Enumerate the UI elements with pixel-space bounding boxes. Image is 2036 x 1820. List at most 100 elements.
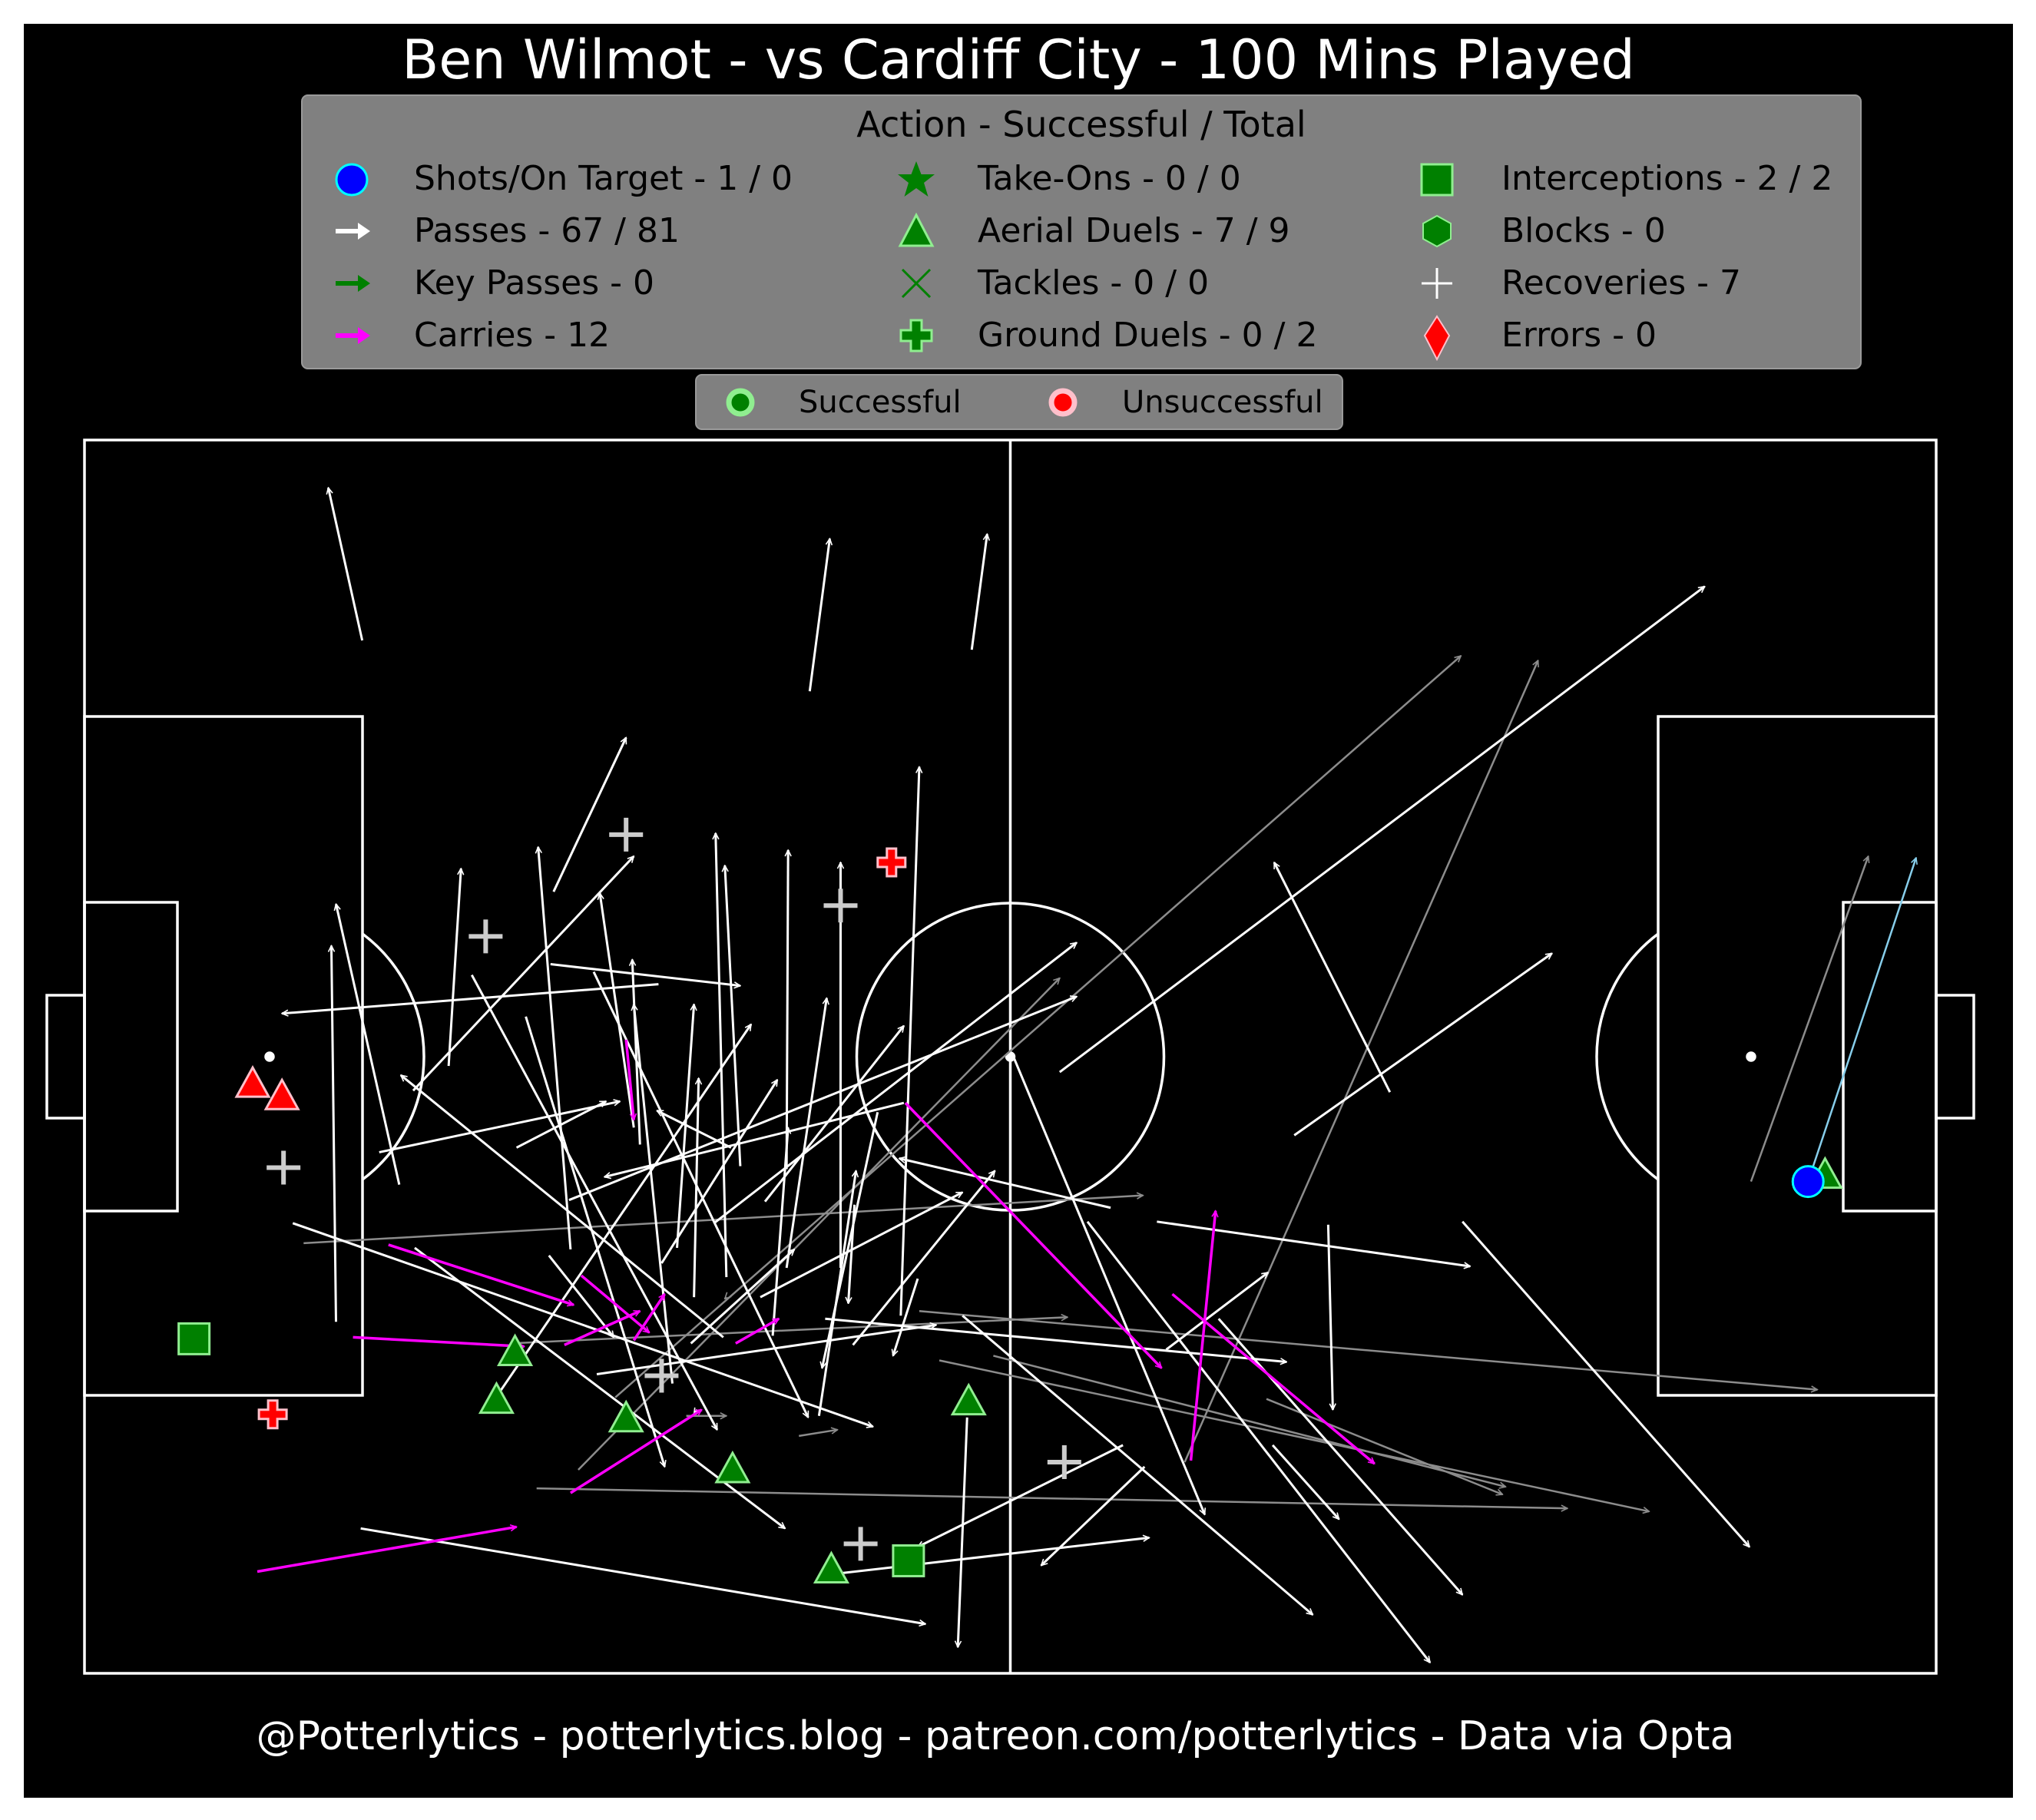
key-pass-arrow-icon (336, 275, 370, 292)
pass-arrow (470, 974, 719, 1430)
legend-box (301, 94, 1862, 369)
pass-arrow (918, 1444, 1124, 1548)
pass-arrow (292, 1222, 872, 1427)
pass-arrow (1041, 1465, 1146, 1565)
left-penalty-spot (264, 1051, 275, 1062)
carry-arrow (735, 1317, 779, 1345)
bold-plus-icon (899, 319, 933, 352)
x-icon (901, 268, 932, 299)
shot-trajectory (1807, 858, 1916, 1183)
legend-label-errors: Errors - 0 (1501, 316, 1657, 355)
chart-title: Ben Wilmot - vs Cardiff City - 100 Mins … (402, 28, 1635, 91)
recovery-marker (468, 919, 503, 954)
shot-marker (1791, 1165, 1825, 1199)
pass-arrow (822, 1111, 879, 1368)
carry-arrow (632, 1294, 666, 1342)
pass-arrow-unsuccessful (1266, 1398, 1502, 1494)
carry-arrow (580, 1274, 649, 1334)
legend-label-aerial-duels: Aerial Duels - 7 / 9 (978, 211, 1290, 250)
legend-label-interceptions: Interceptions - 2 / 2 (1501, 159, 1832, 198)
pass-arrow (550, 963, 740, 986)
recovery-marker (1047, 1444, 1081, 1479)
ground-duel-marker (257, 1399, 288, 1430)
pass-arrow-unsuccessful (939, 1359, 1649, 1511)
legend-label-passes: Passes - 67 / 81 (414, 211, 680, 250)
success-legend-box (695, 374, 1343, 430)
carry-arrow (564, 1309, 640, 1346)
pass-arrow (1058, 585, 1705, 1074)
star-icon (898, 161, 935, 197)
pass-arrow (328, 488, 364, 641)
ground-duel-marker (876, 847, 907, 878)
pass-arrow-unsuccessful (919, 1309, 1817, 1389)
legend-label-successful: Successful (799, 385, 962, 420)
interception-marker (892, 1544, 925, 1577)
carry-arrow (904, 1102, 1163, 1368)
pass-arrow (494, 1024, 753, 1400)
pass-arrow (1326, 1224, 1333, 1410)
pass-arrow (360, 1527, 925, 1623)
recovery-marker (267, 1150, 301, 1185)
pass-arrow (525, 1016, 665, 1467)
pass-arrow (760, 1191, 962, 1299)
right-penalty-arc (1595, 932, 1660, 1181)
aerial-duel-marker (234, 1065, 271, 1098)
legend-label-blocks: Blocks - 0 (1501, 211, 1666, 250)
pass-arrow (713, 941, 1077, 1224)
recovery-marker (609, 817, 644, 852)
pass-arrow (676, 1004, 694, 1249)
triangle-icon (898, 212, 935, 247)
shot-circle-icon (335, 163, 369, 197)
pass-arrow (282, 983, 659, 1014)
pass-arrow-unsuccessful (799, 1430, 837, 1438)
legend-label-carries: Carries - 12 (414, 316, 610, 355)
pass-arrow (786, 850, 788, 1170)
aerial-duel-marker (478, 1381, 515, 1415)
aerial-duel-marker (950, 1382, 987, 1416)
events-layer (177, 488, 1916, 1663)
pass-arrow (515, 1100, 607, 1149)
pass-arrow (828, 1537, 1149, 1577)
pass-arrow-unsuccessful (614, 656, 1461, 1398)
pass-arrow-unsuccessful (1184, 660, 1538, 1463)
pass-arrow (596, 1325, 936, 1376)
carry-arrow (1171, 1292, 1374, 1465)
pass-arrow-unsuccessful (578, 978, 1060, 1471)
pass-arrow-unsuccessful (725, 1297, 727, 1299)
carry-arrow (353, 1335, 525, 1346)
pass-arrow (600, 893, 635, 1128)
pass-arrow (893, 1278, 919, 1355)
pass-arrow (1086, 1220, 1432, 1663)
pass-arrow-unsuccessful (1750, 856, 1869, 1183)
pass-arrow (808, 538, 829, 692)
pass-arrow (548, 1255, 615, 1337)
carry-arrow (388, 1243, 574, 1305)
pass-arrow (1012, 1056, 1205, 1514)
pass-arrow (552, 737, 627, 892)
recovery-marker (843, 1527, 878, 1561)
pass-arrow (725, 865, 742, 1166)
legend: Action - Successful / Total Shots/On Tar… (301, 94, 1862, 369)
pass-arrow-icon (336, 223, 370, 240)
diamond-icon (1423, 315, 1451, 362)
pass-arrow (785, 998, 826, 1269)
right-goal (1935, 994, 1975, 1120)
legend-label-shots: Shots/On Target - 1 / 0 (414, 159, 793, 198)
legend-label-unsuccessful: Unsuccessful (1122, 385, 1323, 420)
square-icon (1420, 163, 1454, 197)
pass-arrow (401, 1074, 724, 1339)
pass-arrow (1217, 1318, 1462, 1594)
pitch (45, 438, 1975, 1675)
legend-label-key-passes: Key Passes - 0 (414, 263, 654, 303)
pass-arrow (852, 1171, 996, 1346)
successful-marker-icon (726, 388, 755, 417)
legend-label-tackles: Tackles - 0 / 0 (977, 263, 1209, 303)
pass-arrow (1293, 952, 1552, 1137)
pass-arrow (632, 960, 641, 1145)
pass-arrow (336, 904, 401, 1185)
pass-arrow-unsuccessful (536, 1487, 1568, 1508)
footer-credit: @Potterlytics - potterlytics.blog - patr… (257, 1713, 1735, 1759)
pass-arrow (693, 1078, 699, 1298)
hexagon-icon (1422, 214, 1452, 248)
